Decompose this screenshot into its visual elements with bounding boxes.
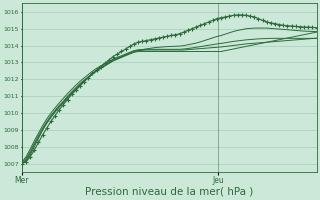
X-axis label: Pression niveau de la mer( hPa ): Pression niveau de la mer( hPa )	[85, 187, 253, 197]
